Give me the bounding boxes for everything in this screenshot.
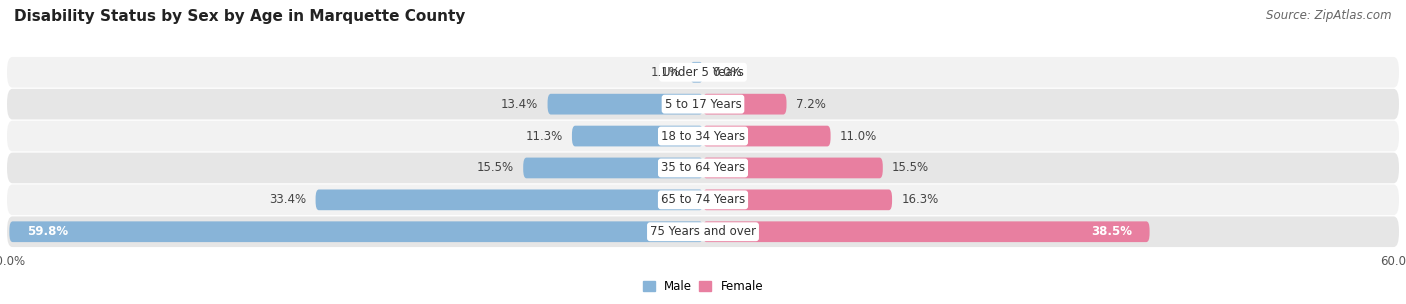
Text: 7.2%: 7.2% — [796, 98, 825, 111]
FancyBboxPatch shape — [7, 216, 1399, 247]
FancyBboxPatch shape — [523, 157, 703, 178]
Text: Disability Status by Sex by Age in Marquette County: Disability Status by Sex by Age in Marqu… — [14, 9, 465, 24]
Text: 59.8%: 59.8% — [27, 225, 67, 238]
FancyBboxPatch shape — [703, 157, 883, 178]
Text: 33.4%: 33.4% — [269, 193, 307, 206]
Text: 75 Years and over: 75 Years and over — [650, 225, 756, 238]
FancyBboxPatch shape — [10, 221, 703, 242]
FancyBboxPatch shape — [7, 89, 1399, 119]
Text: 11.3%: 11.3% — [526, 130, 562, 143]
Text: 16.3%: 16.3% — [901, 193, 939, 206]
FancyBboxPatch shape — [703, 94, 786, 115]
FancyBboxPatch shape — [690, 62, 703, 83]
FancyBboxPatch shape — [547, 94, 703, 115]
Legend: Male, Female: Male, Female — [638, 275, 768, 298]
FancyBboxPatch shape — [7, 153, 1399, 183]
FancyBboxPatch shape — [7, 185, 1399, 215]
FancyBboxPatch shape — [703, 221, 1150, 242]
Text: 11.0%: 11.0% — [839, 130, 877, 143]
Text: 15.5%: 15.5% — [477, 161, 515, 174]
Text: Source: ZipAtlas.com: Source: ZipAtlas.com — [1267, 9, 1392, 22]
Text: 0.0%: 0.0% — [713, 66, 742, 79]
FancyBboxPatch shape — [7, 57, 1399, 88]
Text: 35 to 64 Years: 35 to 64 Years — [661, 161, 745, 174]
FancyBboxPatch shape — [315, 189, 703, 210]
FancyBboxPatch shape — [703, 126, 831, 147]
Text: 5 to 17 Years: 5 to 17 Years — [665, 98, 741, 111]
FancyBboxPatch shape — [7, 121, 1399, 151]
Text: 1.1%: 1.1% — [651, 66, 681, 79]
Text: 38.5%: 38.5% — [1091, 225, 1132, 238]
FancyBboxPatch shape — [703, 189, 891, 210]
Text: 15.5%: 15.5% — [891, 161, 929, 174]
Text: Under 5 Years: Under 5 Years — [662, 66, 744, 79]
FancyBboxPatch shape — [572, 126, 703, 147]
Text: 13.4%: 13.4% — [501, 98, 538, 111]
Text: 18 to 34 Years: 18 to 34 Years — [661, 130, 745, 143]
Text: 65 to 74 Years: 65 to 74 Years — [661, 193, 745, 206]
